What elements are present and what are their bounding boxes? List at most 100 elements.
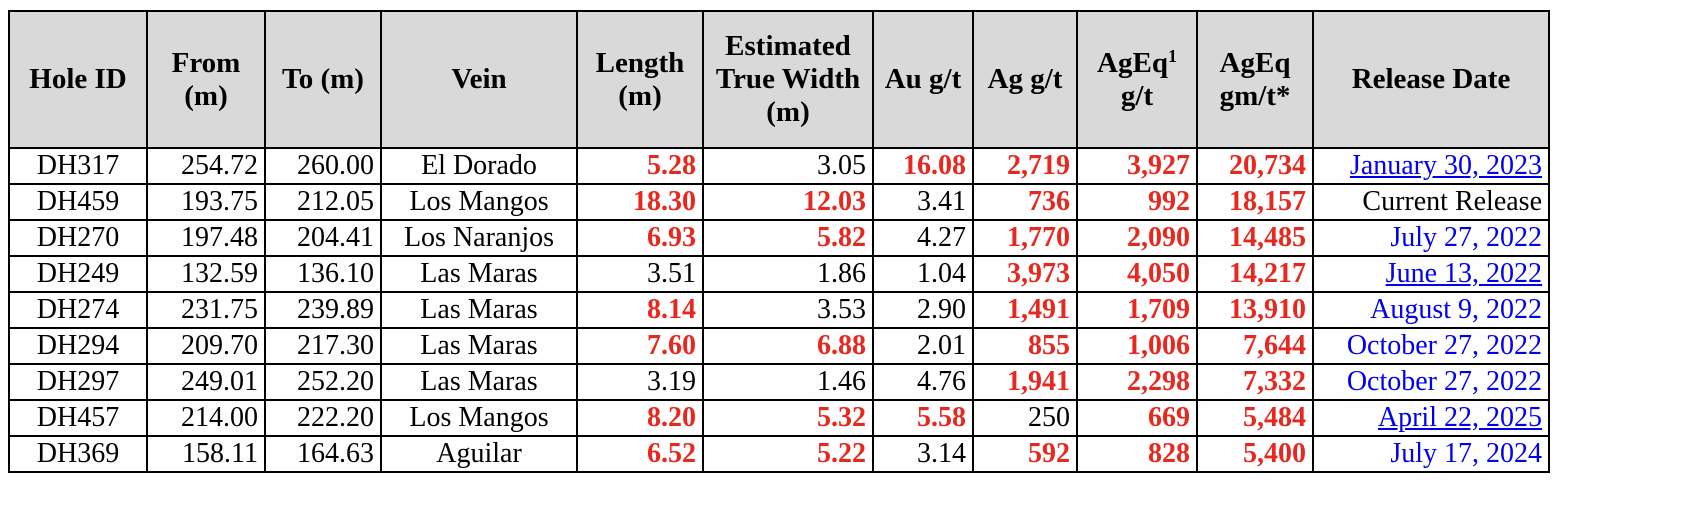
cell-au: 16.08 bbox=[872, 147, 974, 185]
release-date-link[interactable]: July 17, 2024 bbox=[1390, 438, 1542, 469]
cell-release-date[interactable]: July 27, 2022 bbox=[1312, 219, 1550, 257]
col-header-au: Au g/t bbox=[872, 10, 974, 149]
cell-ageq-gm: 13,910 bbox=[1196, 291, 1314, 329]
cell-ageq-gm: 18,157 bbox=[1196, 183, 1314, 221]
cell-length: 5.28 bbox=[576, 147, 704, 185]
release-date-link[interactable]: August 9, 2022 bbox=[1370, 294, 1542, 325]
cell-ag: 1,770 bbox=[972, 219, 1078, 257]
cell-ageq: 1,709 bbox=[1076, 291, 1198, 329]
cell-length: 18.30 bbox=[576, 183, 704, 221]
cell-ageq-gm: 7,644 bbox=[1196, 327, 1314, 365]
cell-ag: 1,491 bbox=[972, 291, 1078, 329]
cell-to: 260.00 bbox=[264, 147, 382, 185]
cell-hole-id: DH369 bbox=[8, 435, 148, 473]
cell-au: 1.04 bbox=[872, 255, 974, 293]
col-header-ageq: AgEq1 g/t bbox=[1076, 10, 1198, 149]
cell-from: 231.75 bbox=[146, 291, 266, 329]
cell-hole-id: DH297 bbox=[8, 363, 148, 401]
table-row: DH457 214.00 222.20 Los Mangos 8.20 5.32 5.58 2… bbox=[8, 399, 1550, 437]
col-header-from: From (m) bbox=[146, 10, 266, 149]
table-row: DH294 209.70 217.30 Las Maras 7.60 6.88 2.01 85… bbox=[8, 327, 1550, 365]
cell-hole-id: DH270 bbox=[8, 219, 148, 257]
table-row: DH274 231.75 239.89 Las Maras 8.14 3.53 2.90 1,… bbox=[8, 291, 1550, 329]
cell-vein: Aguilar bbox=[380, 435, 578, 473]
cell-ageq: 3,927 bbox=[1076, 147, 1198, 185]
cell-length: 8.14 bbox=[576, 291, 704, 329]
cell-vein: Los Naranjos bbox=[380, 219, 578, 257]
cell-vein: Los Mangos bbox=[380, 183, 578, 221]
cell-ag: 736 bbox=[972, 183, 1078, 221]
cell-ageq: 2,298 bbox=[1076, 363, 1198, 401]
cell-to: 164.63 bbox=[264, 435, 382, 473]
cell-ageq: 2,090 bbox=[1076, 219, 1198, 257]
cell-to: 136.10 bbox=[264, 255, 382, 293]
cell-ag: 1,941 bbox=[972, 363, 1078, 401]
cell-release-date[interactable]: July 17, 2024 bbox=[1312, 435, 1550, 473]
cell-true-width: 5.32 bbox=[702, 399, 874, 437]
col-header-true-width: Estimated True Width (m) bbox=[702, 10, 874, 149]
release-date-link[interactable]: June 13, 2022 bbox=[1385, 258, 1542, 289]
release-date-link[interactable]: April 22, 2025 bbox=[1377, 402, 1542, 433]
cell-release-date: Current Release bbox=[1312, 183, 1550, 221]
cell-ageq: 669 bbox=[1076, 399, 1198, 437]
cell-from: 158.11 bbox=[146, 435, 266, 473]
cell-to: 217.30 bbox=[264, 327, 382, 365]
cell-vein: Las Maras bbox=[380, 363, 578, 401]
cell-au: 3.14 bbox=[872, 435, 974, 473]
col-header-length: Length (m) bbox=[576, 10, 704, 149]
release-date-link[interactable]: January 30, 2023 bbox=[1349, 150, 1542, 181]
col-header-ageq-gm: AgEq gm/t* bbox=[1196, 10, 1314, 149]
cell-au: 2.90 bbox=[872, 291, 974, 329]
cell-vein: Las Maras bbox=[380, 291, 578, 329]
cell-to: 212.05 bbox=[264, 183, 382, 221]
table-row: DH297 249.01 252.20 Las Maras 3.19 1.46 4.76 1,… bbox=[8, 363, 1550, 401]
col-header-hole-id: Hole ID bbox=[8, 10, 148, 149]
release-date-link[interactable]: July 27, 2022 bbox=[1390, 222, 1542, 253]
col-header-to: To (m) bbox=[264, 10, 382, 149]
release-date-text: Current Release bbox=[1362, 186, 1542, 217]
cell-ageq: 4,050 bbox=[1076, 255, 1198, 293]
cell-true-width: 1.46 bbox=[702, 363, 874, 401]
cell-ag: 2,719 bbox=[972, 147, 1078, 185]
cell-to: 239.89 bbox=[264, 291, 382, 329]
cell-release-date[interactable]: October 27, 2022 bbox=[1312, 363, 1550, 401]
cell-to: 204.41 bbox=[264, 219, 382, 257]
table-row: DH317 254.72 260.00 El Dorado 5.28 3.05 16.08 2… bbox=[8, 147, 1550, 185]
col-header-ageq-unit: g/t bbox=[1120, 79, 1154, 112]
table-row: DH270 197.48 204.41 Los Naranjos 6.93 5.82 4.2… bbox=[8, 219, 1550, 257]
cell-hole-id: DH249 bbox=[8, 255, 148, 293]
cell-ag: 592 bbox=[972, 435, 1078, 473]
cell-true-width: 12.03 bbox=[702, 183, 874, 221]
cell-hole-id: DH457 bbox=[8, 399, 148, 437]
header-row: Hole ID From (m) To (m) Vein Length (m) … bbox=[8, 10, 1550, 149]
release-date-link[interactable]: October 27, 2022 bbox=[1346, 330, 1542, 361]
cell-length: 6.52 bbox=[576, 435, 704, 473]
col-header-ageq-label: AgEq bbox=[1097, 46, 1168, 79]
cell-true-width: 3.05 bbox=[702, 147, 874, 185]
cell-length: 7.60 bbox=[576, 327, 704, 365]
cell-ageq-gm: 5,484 bbox=[1196, 399, 1314, 437]
cell-vein: El Dorado bbox=[380, 147, 578, 185]
cell-true-width: 5.82 bbox=[702, 219, 874, 257]
cell-ag: 855 bbox=[972, 327, 1078, 365]
cell-release-date[interactable]: January 30, 2023 bbox=[1312, 147, 1550, 185]
cell-ageq-gm: 7,332 bbox=[1196, 363, 1314, 401]
cell-ageq: 1,006 bbox=[1076, 327, 1198, 365]
footnote-marker: 1 bbox=[1167, 45, 1177, 66]
cell-au: 2.01 bbox=[872, 327, 974, 365]
cell-release-date[interactable]: April 22, 2025 bbox=[1312, 399, 1550, 437]
cell-hole-id: DH459 bbox=[8, 183, 148, 221]
cell-release-date[interactable]: June 13, 2022 bbox=[1312, 255, 1550, 293]
cell-vein: Las Maras bbox=[380, 327, 578, 365]
cell-ag: 3,973 bbox=[972, 255, 1078, 293]
table-row: DH249 132.59 136.10 Las Maras 3.51 1.86 1.04 3,… bbox=[8, 255, 1550, 293]
cell-au: 5.58 bbox=[872, 399, 974, 437]
cell-true-width: 1.86 bbox=[702, 255, 874, 293]
cell-release-date[interactable]: October 27, 2022 bbox=[1312, 327, 1550, 365]
cell-ageq-gm: 20,734 bbox=[1196, 147, 1314, 185]
cell-ag: 250 bbox=[972, 399, 1078, 437]
cell-from: 214.00 bbox=[146, 399, 266, 437]
cell-release-date[interactable]: August 9, 2022 bbox=[1312, 291, 1550, 329]
release-date-link[interactable]: October 27, 2022 bbox=[1346, 366, 1542, 397]
cell-length: 3.19 bbox=[576, 363, 704, 401]
